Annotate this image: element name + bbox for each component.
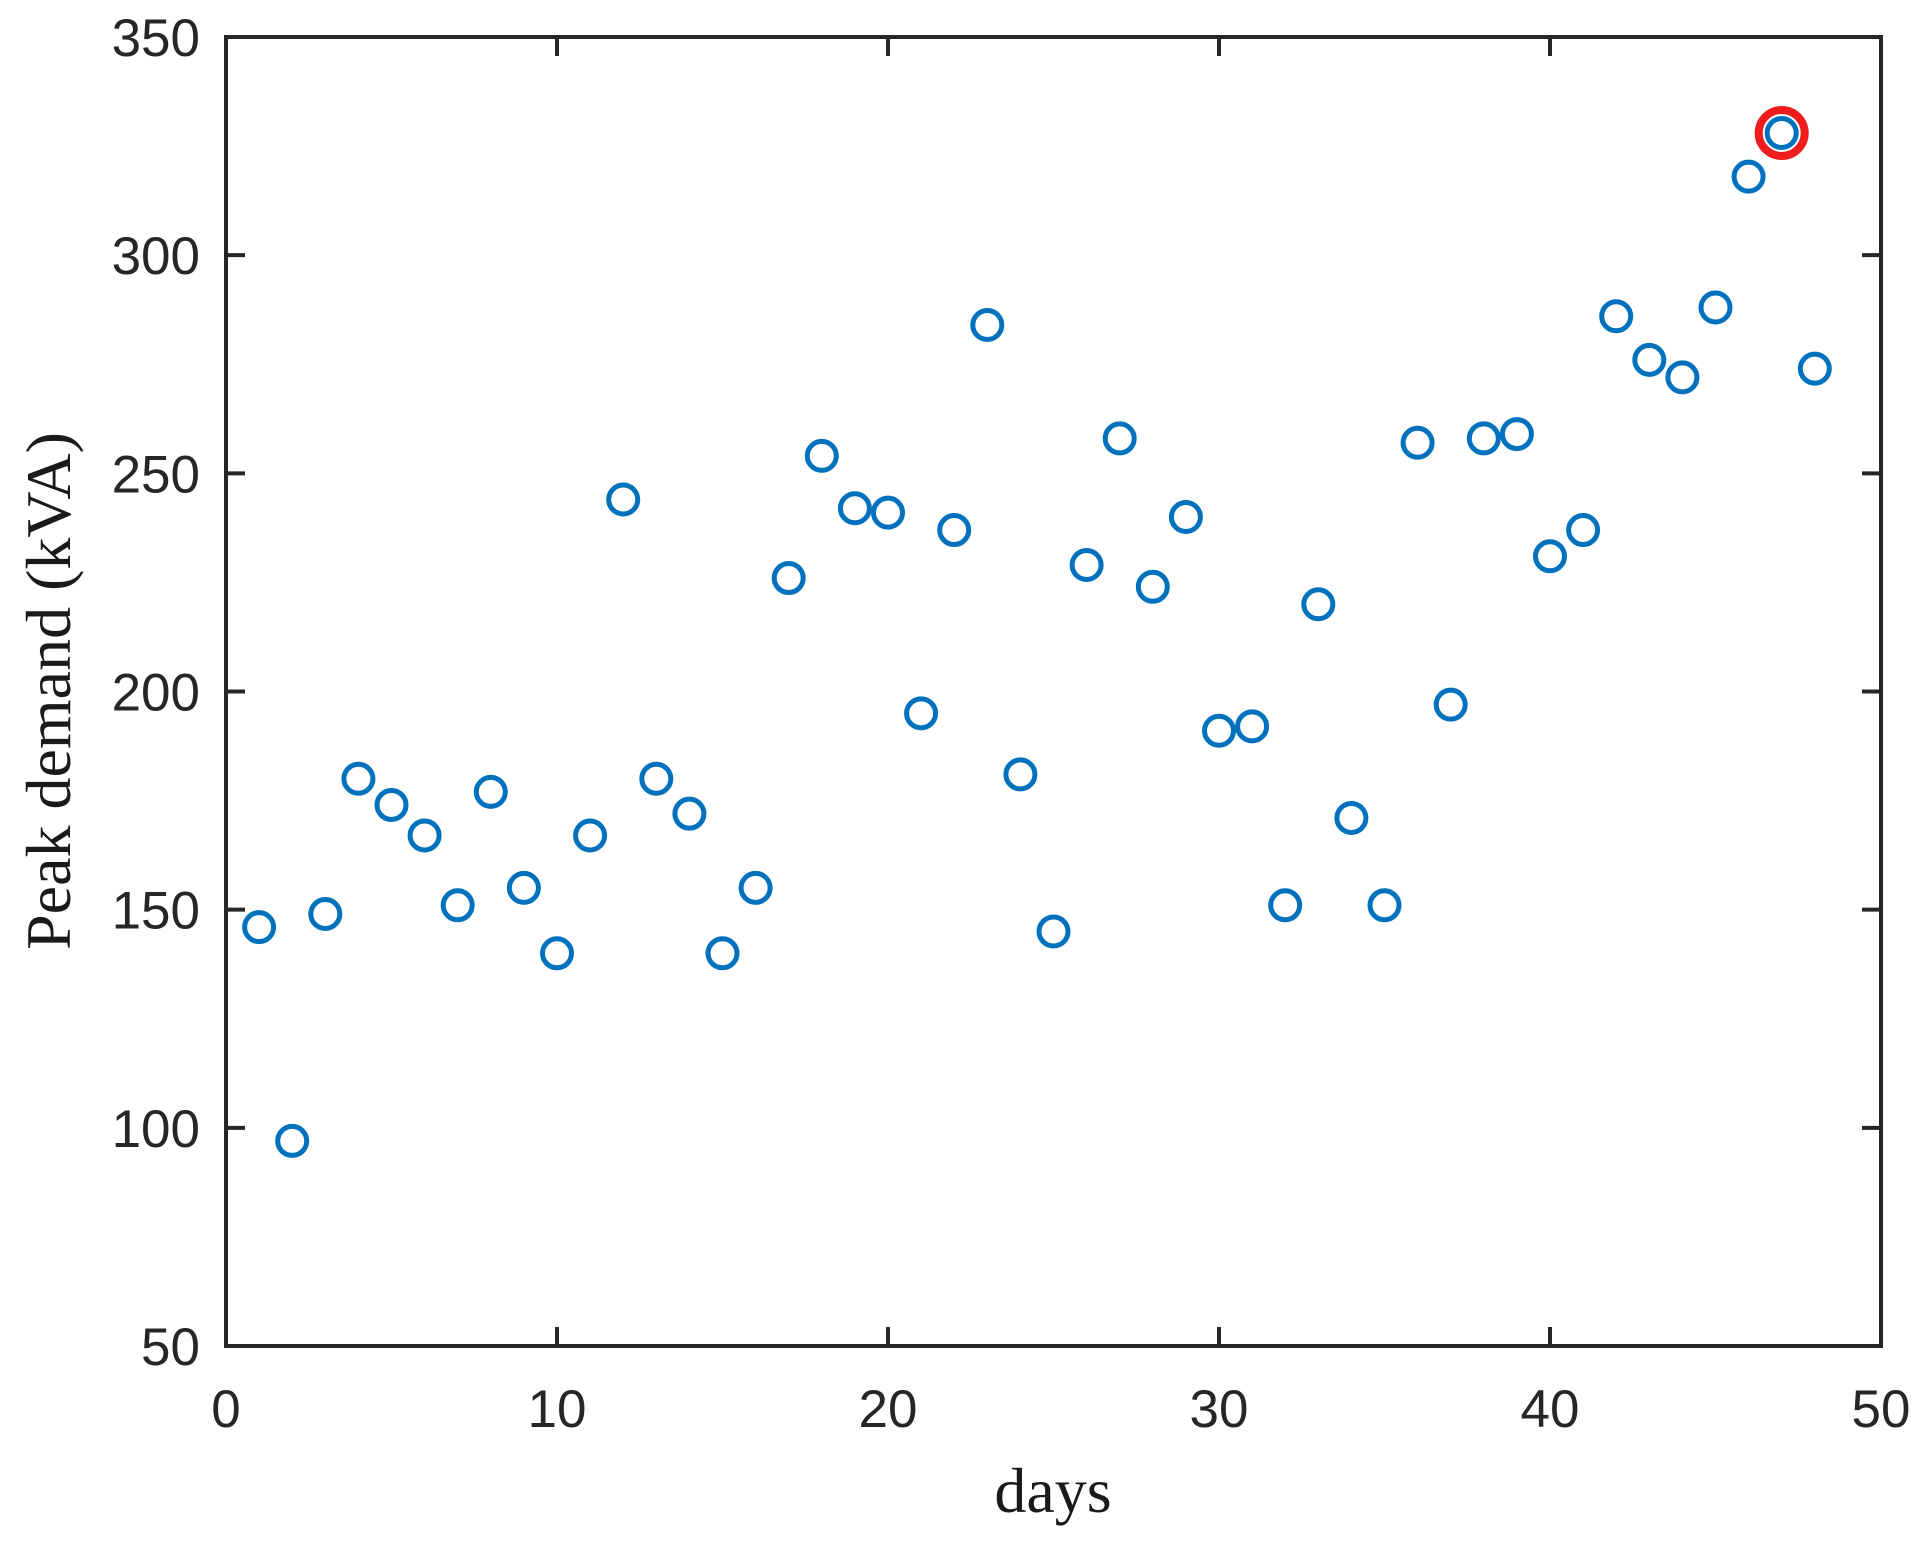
y-tick-label: 150 xyxy=(112,882,200,941)
x-tick-label: 0 xyxy=(211,1380,240,1439)
data-point xyxy=(1168,499,1203,534)
data-point xyxy=(308,897,343,932)
data-point xyxy=(705,936,740,971)
y-tick-label: 250 xyxy=(112,445,200,504)
data-point xyxy=(837,491,872,526)
data-point xyxy=(1135,569,1170,604)
x-tick-label: 50 xyxy=(1852,1380,1911,1439)
data-points-layer xyxy=(242,115,1832,1158)
data-point xyxy=(407,818,442,853)
highlight-layer xyxy=(1754,105,1809,160)
data-point xyxy=(1400,425,1435,460)
axis-ticks xyxy=(224,35,1883,1348)
data-point xyxy=(275,1123,310,1158)
data-point xyxy=(738,870,773,905)
data-point xyxy=(1235,709,1270,744)
y-tick-label: 300 xyxy=(112,227,200,286)
data-point xyxy=(1069,547,1104,582)
data-point xyxy=(639,761,674,796)
data-point xyxy=(341,761,376,796)
data-point xyxy=(904,696,939,731)
data-point xyxy=(1102,421,1137,456)
x-axis-label: days xyxy=(994,1455,1111,1526)
data-point xyxy=(970,307,1005,342)
data-point xyxy=(473,774,508,809)
data-point xyxy=(1202,713,1236,748)
data-point xyxy=(1566,513,1601,548)
data-point xyxy=(1764,115,1799,150)
tick-labels: 0 10 20 30 40 50 50 100 150 200 250 300 350 xyxy=(112,9,1911,1439)
data-point xyxy=(1665,360,1700,395)
data-point xyxy=(871,495,905,530)
data-point xyxy=(1599,299,1634,334)
y-tick-label: 200 xyxy=(112,664,200,723)
y-tick-label: 350 xyxy=(112,9,200,68)
data-point xyxy=(573,818,608,853)
data-point xyxy=(1499,417,1534,452)
data-point xyxy=(506,870,541,905)
data-point xyxy=(1301,587,1336,622)
data-point xyxy=(1334,801,1369,836)
data-point xyxy=(1268,888,1303,923)
x-tick-label: 40 xyxy=(1521,1380,1580,1439)
data-point xyxy=(1632,342,1667,377)
data-point xyxy=(374,787,409,822)
highlight-ring xyxy=(1754,105,1809,160)
data-point xyxy=(1466,421,1501,456)
x-tick-label: 30 xyxy=(1190,1380,1249,1439)
x-tick-label: 20 xyxy=(859,1380,918,1439)
plot-box xyxy=(224,35,1883,1348)
data-point xyxy=(672,796,707,831)
data-point xyxy=(1797,351,1832,386)
data-point xyxy=(1036,914,1071,949)
data-point xyxy=(1003,757,1038,792)
data-point xyxy=(1698,290,1733,325)
data-point xyxy=(540,936,574,971)
data-point xyxy=(1367,888,1402,923)
data-point xyxy=(242,910,277,945)
data-point xyxy=(804,438,839,473)
y-tick-label: 100 xyxy=(112,1100,200,1159)
data-point xyxy=(1533,539,1567,574)
data-point xyxy=(1433,687,1468,722)
data-point xyxy=(440,888,475,923)
y-axis-label: Peak demand (kVA) xyxy=(13,432,84,950)
data-point xyxy=(771,561,806,596)
x-tick-label: 10 xyxy=(528,1380,587,1439)
data-point xyxy=(937,513,972,548)
data-point xyxy=(606,482,641,517)
y-tick-label: 50 xyxy=(141,1318,200,1377)
data-point xyxy=(1731,159,1766,194)
